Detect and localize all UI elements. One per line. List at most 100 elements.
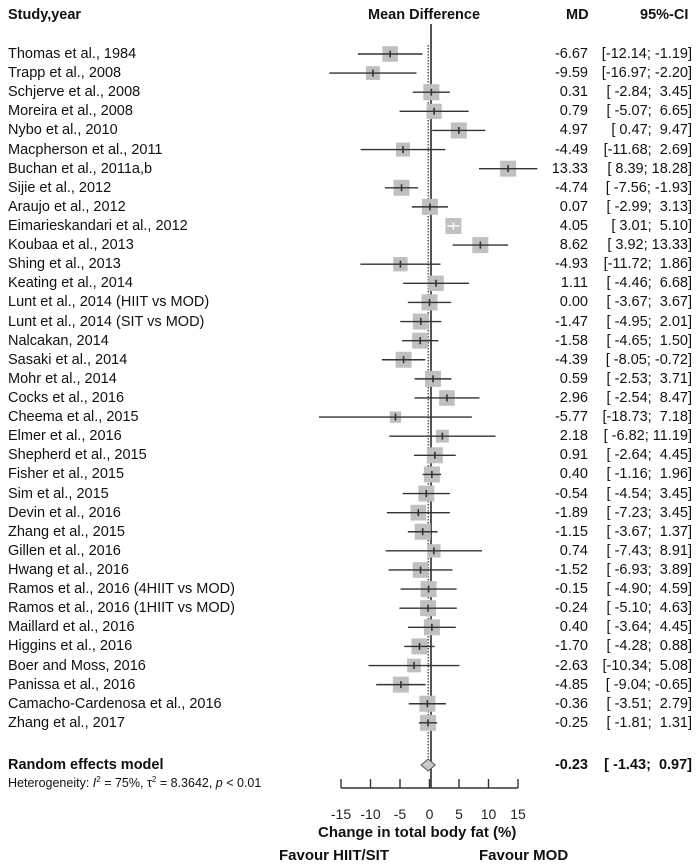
study-name: Moreira et al., 2008 [8,103,133,120]
study-ci: [ 8.39; 18.28] [607,160,692,177]
study-md: 13.33 [551,160,588,177]
study-md: -4.93 [554,256,588,273]
study-md: -6.67 [554,46,588,62]
study-md: -0.24 [554,600,588,617]
heterogeneity-prefix: Heterogeneity: [8,776,93,791]
study-name: Lunt et al., 2014 (SIT vs MOD) [8,313,205,330]
study-ci: [ -2.84; 3.45] [606,84,692,101]
x-tick-label: 5 [455,806,463,822]
study-md: -9.59 [554,65,588,82]
x-tick-label: -10 [360,806,380,822]
study-md: -4.39 [554,351,588,368]
study-name: Devin et al., 2016 [8,504,121,521]
header-ci: 95%-CI [640,7,689,23]
study-name: Elmer et al., 2016 [8,428,122,445]
study-name: Shepherd et al., 2015 [8,447,147,464]
study-name: Camacho-Cardenosa et al., 2016 [8,695,222,712]
study-name: Maillard et al., 2016 [8,619,135,636]
study-ci: [ -4.90; 4.59] [606,581,692,598]
x-tick-label: 15 [510,806,526,822]
summary-diamond [420,758,436,772]
i2-value: 75% [114,776,140,791]
study-md: -5.77 [554,409,588,426]
study-name: Keating et al., 2014 [8,275,133,292]
header-md: MD [566,7,589,23]
study-ci: [ -2.99; 3.13] [606,198,692,215]
study-md: -4.49 [554,141,588,158]
study-md: 2.96 [559,389,588,406]
header-study: Study,year [8,7,82,23]
study-ci: [-16.97; -2.20] [601,65,692,82]
study-ci: [ 3.92; 13.33] [607,237,692,254]
study-ci: [ -7.56; -1.93] [605,179,692,196]
study-ci: [ 3.01; 5.10] [611,217,692,234]
study-ci: [ -3.51; 2.79] [606,695,692,712]
study-md: -1.89 [554,504,588,521]
p-value: < 0.01 [226,776,262,791]
study-md: -0.15 [554,581,588,598]
tau2-symbol: τ [146,776,152,791]
study-name: Araujo et al., 2012 [8,198,126,215]
study-md: -4.85 [554,676,588,693]
study-md: -1.47 [554,313,588,330]
study-md: 2.18 [559,428,588,445]
study-name: Schjerve et al., 2008 [8,84,141,101]
study-name: Fisher et al., 2015 [8,466,125,483]
study-ci: [-18.73; 7.18] [602,409,692,426]
study-md: 4.97 [559,122,588,139]
tau2-value: 8.3642 [170,776,209,791]
study-name: Nalcakan, 2014 [8,332,109,349]
study-md: -2.63 [554,657,588,674]
study-ci: [ -3.67; 3.67] [606,294,692,311]
study-ci: [ 0.47; 9.47] [611,122,692,139]
x-axis-label: Change in total body fat (%) [318,824,517,841]
study-name: Buchan et al., 2011a,b [8,160,153,177]
study-ci: [ -4.28; 0.88] [606,638,692,655]
study-md: -1.70 [554,638,588,655]
study-md: 0.40 [559,466,588,483]
study-md: 0.07 [559,198,588,215]
study-ci: [ -3.67; 1.37] [606,523,692,540]
study-name: Lunt et al., 2014 (HIIT vs MOD) [8,294,210,311]
study-ci: [ -5.10; 4.63] [606,600,692,617]
study-md: 0.91 [559,447,588,464]
study-md: 0.59 [559,370,588,387]
study-md: -0.54 [554,485,588,502]
study-ci: [ -9.04; -0.65] [605,676,692,693]
study-ci: [ -4.65; 1.50] [606,332,692,349]
study-md: -4.74 [554,179,588,196]
study-md: -0.25 [554,714,588,731]
study-ci: [ -1.81; 1.31] [606,714,692,731]
favour-left-label: Favour HIIT/SIT [279,847,390,864]
study-name: Panissa et al., 2016 [8,676,136,693]
x-tick-label: -15 [331,806,351,822]
study-ci: [ -6.93; 3.89] [606,561,692,578]
study-md: -0.36 [554,695,588,712]
study-ci: [ -2.54; 8.47] [606,389,692,406]
study-md: 0.74 [559,542,588,559]
study-md: -1.52 [554,561,588,578]
study-name: Hwang et al., 2016 [8,561,129,578]
study-name: Zhang et al., 2017 [8,714,125,731]
study-md: -1.15 [554,523,588,540]
study-ci: [ -5.07; 6.65] [606,103,692,120]
favour-right-label: Favour MOD [479,847,569,864]
i2-symbol: I [92,776,97,791]
study-name: Shing et al., 2013 [8,256,121,273]
study-md: 8.62 [559,237,588,254]
study-ci: [-12.14; -1.19] [601,46,692,62]
study-ci: [ -2.64; 4.45] [606,447,692,464]
study-name: Eimarieskandari et al., 2012 [8,217,188,234]
study-name: Ramos et al., 2016 (1HIIT vs MOD) [8,600,235,617]
x-tick-label: -5 [394,806,407,822]
summary-label: Random effects model [8,757,164,773]
study-name: Macpherson et al., 2011 [8,141,163,158]
study-md: 0.40 [559,619,588,636]
study-name: Zhang et al., 2015 [8,523,125,540]
study-ci: [ -6.82; 11.19] [603,428,692,445]
study-name: Gillen et al., 2016 [8,542,121,559]
study-md: 0.79 [559,103,588,120]
p-symbol: p [215,776,223,791]
study-ci: [ -3.64; 4.45] [606,619,692,636]
heterogeneity-text: Heterogeneity: I2 = 75%, τ2 = 8.3642, p … [8,775,262,791]
